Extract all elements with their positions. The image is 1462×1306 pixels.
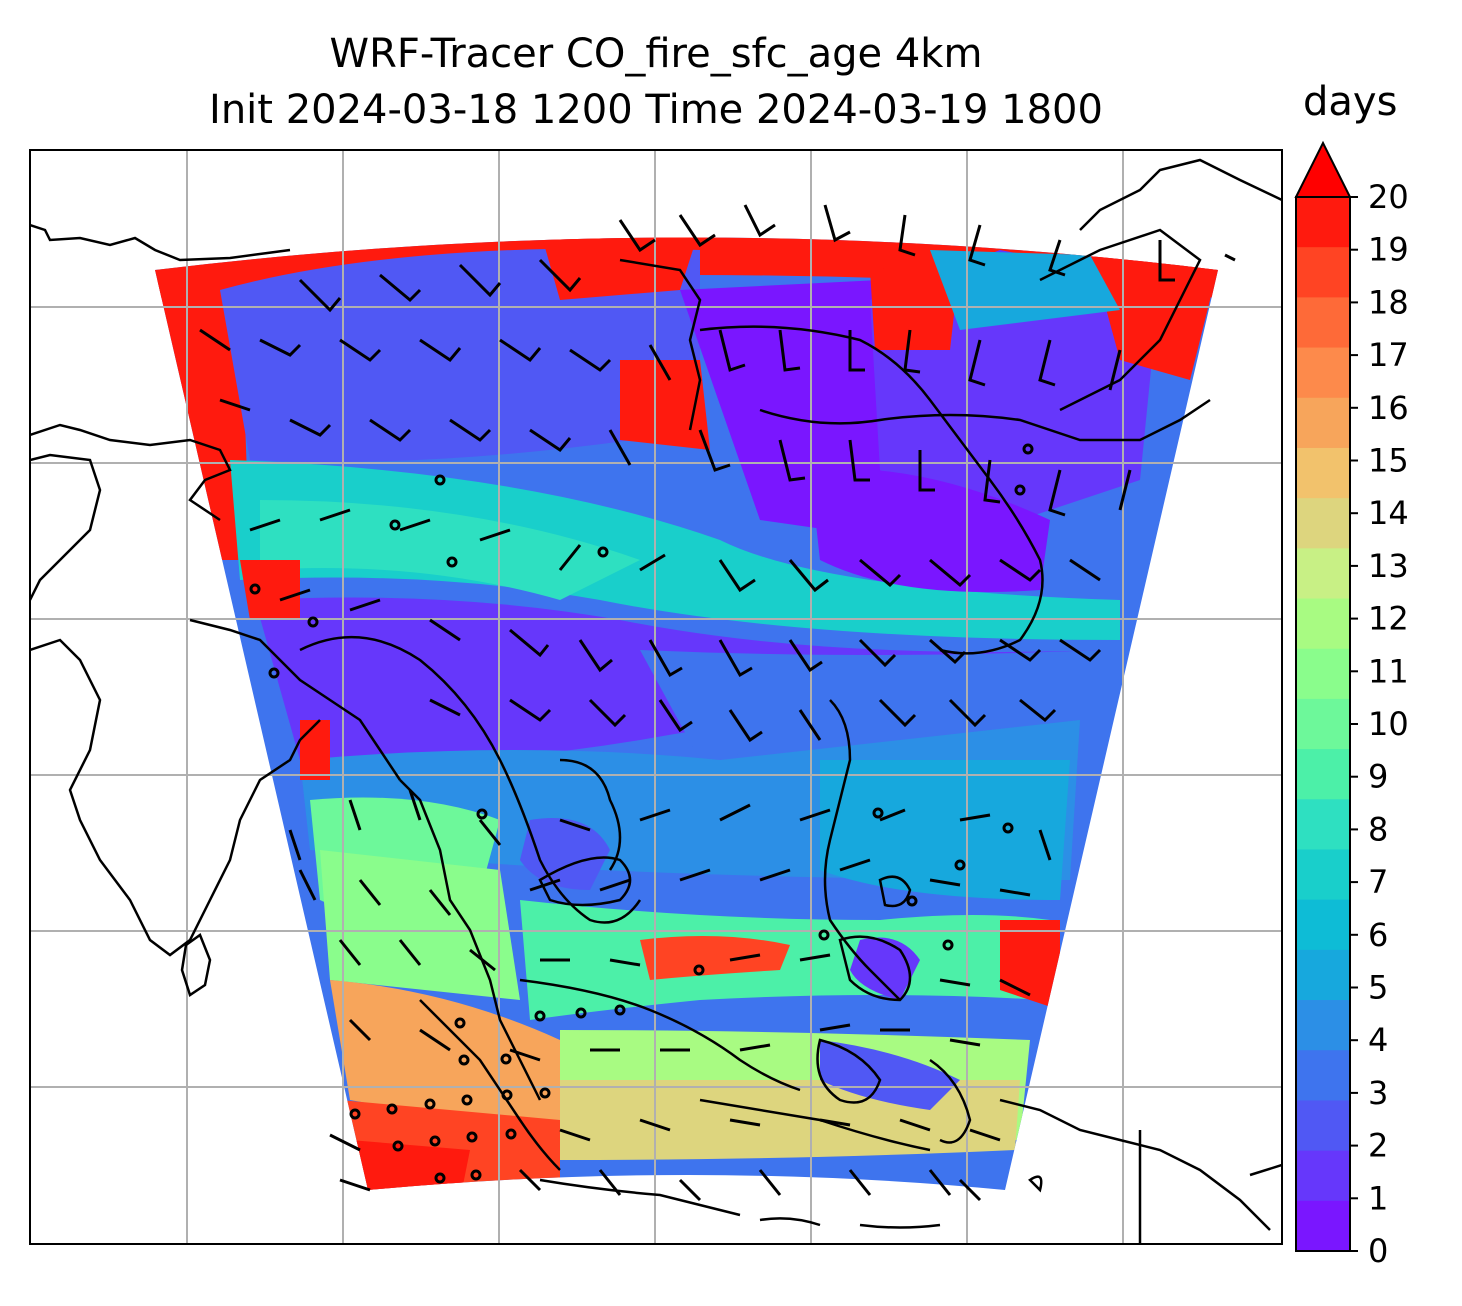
colorbar-block: [1296, 949, 1350, 1001]
colorbar-extend-max-triangle: [1294, 140, 1352, 198]
colorbar-block: [1296, 297, 1350, 349]
colorbar-units-label: days: [1303, 79, 1398, 125]
colorbar-block: [1296, 247, 1350, 298]
calm-wind-markers: [249, 443, 1034, 1184]
colorbar-block: [1296, 749, 1350, 800]
colorbar-tick-label: 12: [1368, 600, 1409, 638]
colorbar-tick-label: 16: [1368, 389, 1409, 427]
colorbar-block: [1296, 899, 1350, 951]
colorbar-tick-label: 13: [1368, 547, 1409, 585]
colorbar-tick-label: 7: [1368, 863, 1388, 901]
colorbar-tick-label: 2: [1368, 1127, 1388, 1165]
colorbar-block: [1296, 598, 1350, 650]
colorbar-tick-label: 14: [1368, 494, 1409, 532]
colorbar-block: [1296, 1100, 1350, 1152]
colorbar-block: [1296, 1150, 1350, 1202]
map-frame: [29, 149, 1283, 1245]
tracer-age-field: [155, 237, 1218, 1190]
colorbar-block: [1296, 698, 1350, 750]
map-gridlines: [30, 150, 1282, 1244]
colorbar-block: [1296, 447, 1350, 499]
wind-barbs: [199, 204, 1236, 1202]
colorbar-block: [1296, 799, 1350, 851]
colorbar-block: [1296, 1050, 1350, 1102]
colorbar-tick-label: 4: [1368, 1021, 1388, 1059]
colorbar-block: [1296, 498, 1350, 549]
map-title-line-1: WRF-Tracer CO_fire_sfc_age 4km: [329, 31, 983, 77]
colorbar-tick-label: 1: [1368, 1179, 1388, 1217]
colorbar-block: [1296, 1200, 1350, 1252]
colorbar-block: [1296, 197, 1350, 248]
colorbar-block: [1296, 548, 1350, 600]
colorbar-tick-label: 17: [1368, 336, 1409, 374]
colorbar-block: [1296, 1000, 1350, 1051]
colorbar-tick-label: 18: [1368, 283, 1409, 321]
colorbar-tick-label: 15: [1368, 442, 1409, 480]
colorbar-tick-label: 3: [1368, 1074, 1388, 1112]
colorbar-block: [1296, 648, 1350, 700]
colorbar-color-blocks: [1294, 140, 1352, 1252]
colorbar-block: [1296, 347, 1350, 399]
colorbar-tick-label: 9: [1368, 758, 1388, 796]
colorbar-tick-label: 11: [1368, 652, 1409, 690]
colorbar-tick-label: 0: [1368, 1232, 1388, 1270]
colorbar-tick-label: 8: [1368, 810, 1388, 848]
colorbar-tick-label: 10: [1368, 705, 1409, 743]
map-title-line-2: Init 2024-03-18 1200 Time 2024-03-19 180…: [209, 87, 1103, 133]
colorbar-tick-label: 6: [1368, 916, 1388, 954]
colorbar-tick-label: 19: [1368, 231, 1409, 269]
colorbar-tick-label: 20: [1368, 178, 1409, 216]
colorbar-tick-label: 5: [1368, 969, 1388, 1007]
coastlines: [30, 158, 1282, 1244]
colorbar-block: [1296, 849, 1350, 901]
colorbar-block: [1296, 397, 1350, 449]
